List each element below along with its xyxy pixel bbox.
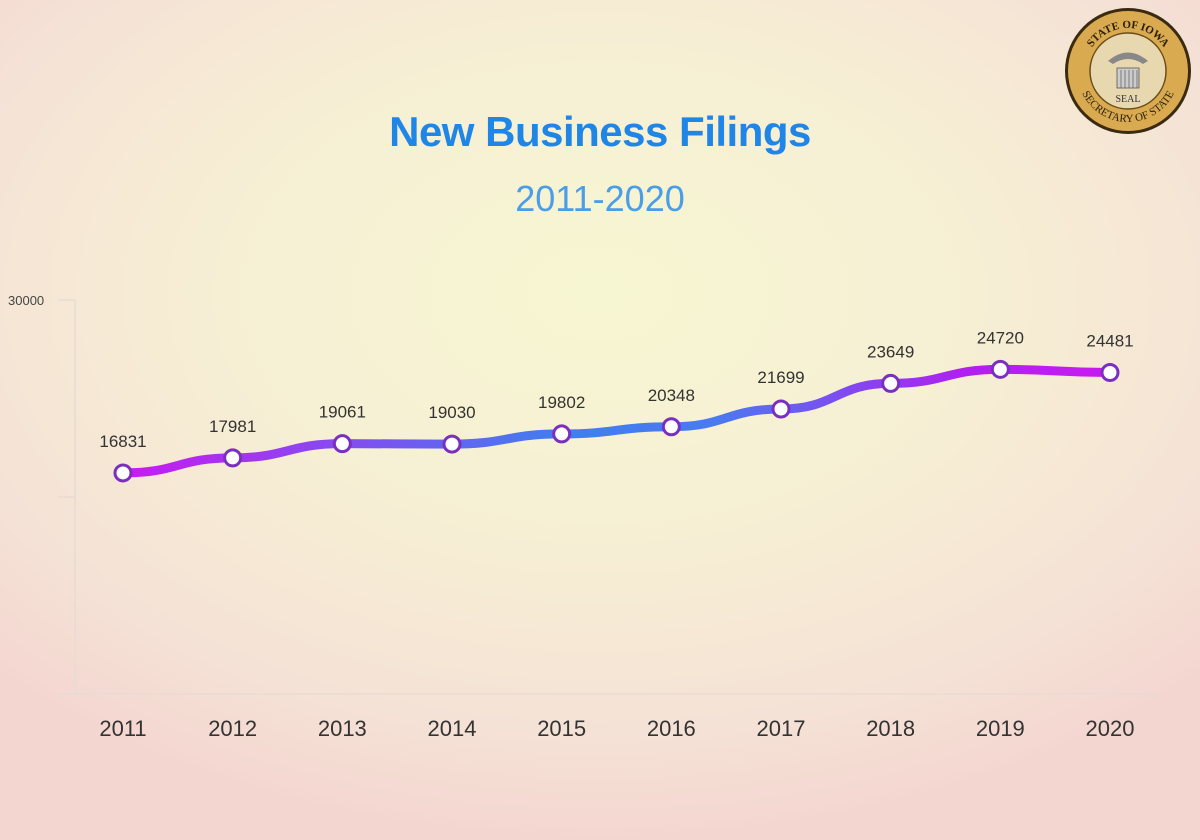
data-point: [223, 448, 243, 468]
x-tick-label: 2020: [1086, 716, 1135, 741]
data-point: [771, 399, 791, 419]
data-label: 17981: [209, 417, 256, 436]
data-point: [661, 417, 681, 437]
data-point: [990, 359, 1010, 379]
x-tick-label: 2012: [208, 716, 257, 741]
x-tick-label: 2019: [976, 716, 1025, 741]
data-label: 24720: [977, 328, 1024, 347]
data-point: [332, 434, 352, 454]
data-label: 19030: [428, 403, 475, 422]
data-label: 19061: [319, 403, 366, 422]
x-tick-label: 2016: [647, 716, 696, 741]
data-label: 19802: [538, 393, 585, 412]
data-point: [113, 463, 133, 483]
data-label: 24481: [1086, 331, 1133, 350]
svg-text:SEAL: SEAL: [1116, 94, 1141, 105]
data-point: [442, 434, 462, 454]
data-point: [552, 424, 572, 444]
series-line: [118, 364, 1115, 478]
x-tick-label: 2014: [428, 716, 477, 741]
data-label: 16831: [99, 432, 146, 451]
chart-title: New Business Filings: [389, 108, 811, 155]
data-label: 20348: [648, 386, 695, 405]
secretary-of-state-seal: STATE OF IOWA SECRETARY OF STATE SEAL: [1065, 8, 1191, 134]
data-label: 23649: [867, 342, 914, 361]
data-label: 21699: [757, 368, 804, 387]
x-tick-label: 2017: [757, 716, 806, 741]
data-point: [1100, 362, 1120, 382]
x-tick-label: 2013: [318, 716, 367, 741]
x-tick-label: 2011: [99, 716, 146, 741]
data-point: [881, 373, 901, 393]
chart-subtitle: 2011-2020: [515, 178, 685, 219]
x-tick-label: 2018: [866, 716, 915, 741]
x-tick-label: 2015: [537, 716, 586, 741]
y-tick-label: 30000: [8, 293, 44, 308]
